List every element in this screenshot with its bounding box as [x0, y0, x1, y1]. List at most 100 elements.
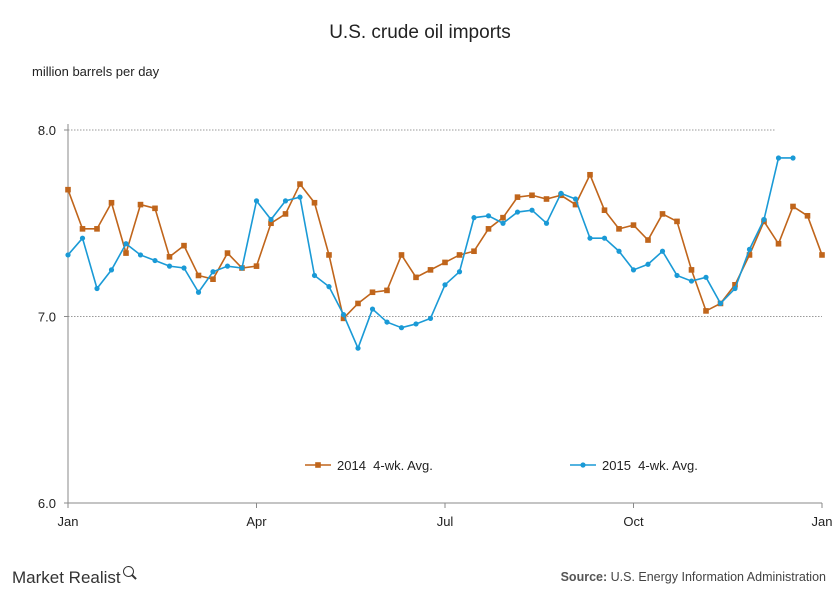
- data-point-2014: [500, 214, 506, 221]
- data-point-2014: [775, 240, 782, 247]
- data-point-2015: [94, 285, 100, 292]
- data-point-2015: [746, 246, 753, 252]
- x-tick-label: Jan: [812, 514, 833, 529]
- chart-area: 6.0 7.0 8.0 Jan Apr Jul Oct Jan 2014 4-wk. Avg. 2…: [38, 123, 833, 529]
- source-note: Source: U.S. Energy Information Administ…: [561, 570, 826, 584]
- data-point-2014: [152, 205, 158, 212]
- data-point-2015: [427, 315, 434, 321]
- data-point-2015: [442, 282, 448, 288]
- data-point-2015: [688, 278, 695, 284]
- y-tick-label: 8.0: [38, 123, 56, 138]
- data-point-2014: [79, 226, 86, 232]
- magnifier-icon: [122, 566, 134, 577]
- chart-title: U.S. crude oil imports: [329, 22, 511, 43]
- legend-marker-2: [580, 462, 586, 468]
- data-point-2015: [384, 319, 390, 325]
- data-point-2014: [268, 220, 274, 227]
- data-point-2015: [79, 235, 86, 241]
- data-point-2014: [123, 250, 129, 256]
- data-point-2015: [340, 312, 347, 318]
- data-point-2015: [311, 272, 318, 279]
- data-point-2015: [282, 198, 289, 204]
- legend-label-1: 2014 4-wk. Avg.: [337, 458, 433, 473]
- data-point-2015: [181, 265, 187, 271]
- data-point-2015: [166, 263, 173, 269]
- data-point-2014: [688, 267, 695, 273]
- data-point-2015: [485, 213, 492, 219]
- data-point-2015: [543, 220, 550, 226]
- x-tick-label: Jan: [58, 514, 79, 529]
- data-point-2014: [485, 226, 492, 232]
- data-point-2014: [819, 252, 825, 258]
- data-point-2015: [268, 216, 274, 223]
- data-point-2015: [65, 252, 71, 258]
- data-point-2014: [703, 308, 709, 314]
- data-point-2014: [297, 181, 303, 187]
- data-point-2015: [645, 261, 651, 267]
- data-point-2015: [398, 325, 405, 331]
- data-point-2014: [137, 201, 144, 208]
- data-point-2015: [137, 252, 144, 258]
- data-point-2015: [471, 215, 477, 221]
- data-point-2015: [790, 155, 796, 161]
- data-point-2015: [630, 267, 637, 273]
- data-point-2015: [775, 155, 782, 161]
- data-point-2015: [732, 285, 738, 292]
- data-point-2015: [674, 272, 680, 279]
- data-point-2015: [529, 207, 535, 213]
- data-point-2014: [746, 252, 753, 258]
- data-point-2014: [587, 171, 593, 178]
- data-point-2014: [326, 252, 332, 258]
- data-point-2014: [210, 276, 216, 282]
- y-tick-label: 6.0: [38, 496, 56, 511]
- data-point-2014: [108, 199, 115, 206]
- data-point-2014: [253, 263, 260, 269]
- data-point-2014: [543, 196, 550, 202]
- data-point-2015: [369, 306, 376, 312]
- data-point-2014: [427, 267, 434, 273]
- data-point-2014: [398, 252, 405, 258]
- y-axis-unit-label: million barrels per day: [32, 64, 160, 79]
- data-point-2014: [674, 218, 680, 225]
- data-point-2014: [166, 254, 173, 260]
- data-point-2014: [369, 289, 376, 296]
- data-point-2015: [123, 241, 129, 247]
- x-tick-label: Apr: [246, 514, 267, 529]
- data-point-2015: [253, 198, 260, 204]
- legend-marker-1: [315, 462, 321, 468]
- data-point-2015: [659, 248, 666, 254]
- data-point-2015: [616, 248, 622, 254]
- data-point-2015: [717, 300, 724, 307]
- data-point-2014: [616, 226, 622, 232]
- x-tick-label: Oct: [623, 514, 644, 529]
- series-line-1: [67, 172, 823, 320]
- data-point-2014: [529, 192, 535, 199]
- data-point-2014: [601, 207, 608, 213]
- data-point-2015: [224, 263, 231, 269]
- data-point-2014: [804, 212, 811, 219]
- data-point-2014: [442, 259, 448, 266]
- data-point-2015: [558, 190, 564, 197]
- data-point-2015: [500, 220, 506, 226]
- data-point-2014: [340, 315, 347, 322]
- data-point-2015: [413, 321, 419, 327]
- data-point-2014: [471, 248, 477, 255]
- data-point-2015: [297, 194, 303, 200]
- data-point-2015: [587, 235, 593, 241]
- y-tick-label: 7.0: [38, 310, 56, 325]
- data-point-2015: [152, 257, 158, 264]
- data-point-2014: [355, 300, 361, 307]
- source-label: Source:: [560, 570, 608, 584]
- data-point-2015: [761, 216, 767, 223]
- data-point-2014: [195, 272, 202, 279]
- legend-label-2: 2015 4-wk. Avg.: [602, 458, 698, 473]
- data-point-2014: [181, 242, 187, 249]
- data-point-2015: [572, 196, 579, 202]
- data-point-2014: [645, 237, 651, 243]
- data-point-2015: [195, 289, 202, 295]
- data-point-2014: [65, 186, 71, 193]
- data-point-2015: [239, 265, 245, 271]
- data-point-2014: [732, 281, 738, 288]
- data-point-2014: [572, 201, 579, 208]
- market-realist-logo: Market Realist: [12, 566, 134, 588]
